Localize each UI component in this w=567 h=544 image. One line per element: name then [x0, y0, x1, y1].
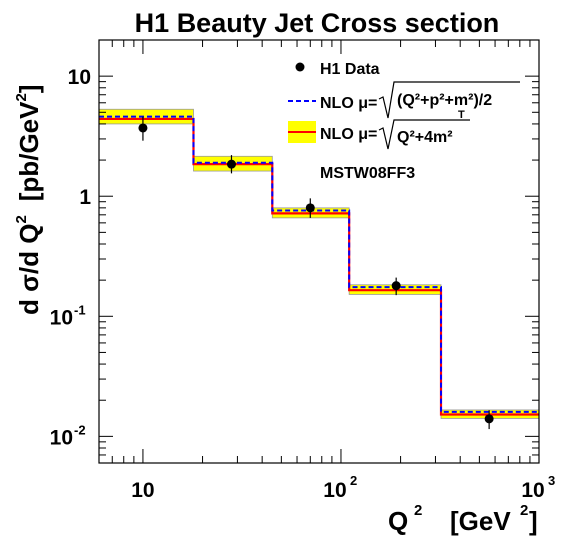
- legend-label-nlo-dashed-sub: T: [458, 109, 465, 121]
- data-point-3: [391, 281, 401, 291]
- band-bin-0: [99, 109, 194, 124]
- x-axis-label-unit: [GeV: [450, 506, 511, 536]
- plot-frame: [98, 39, 540, 464]
- legend-label-mstw: MSTW08FF3: [320, 165, 415, 182]
- legend-label-nlo-dashed-radicand: (Q²+p²+m²)/2: [397, 92, 492, 109]
- legend-label-nlo-dashed-prefix: NLO μ=: [320, 95, 377, 112]
- y-axis-label-main: d σ/d Q: [14, 224, 44, 315]
- y-axis-label-unit: [pb/GeV: [14, 101, 44, 201]
- x-axis-label-unit-sup: 2: [520, 502, 528, 519]
- y-tick-label-0: 10: [50, 426, 73, 449]
- x-tick-label-0: 10: [131, 479, 154, 502]
- legend-sqrt-sign-1: [378, 81, 520, 119]
- x-tick-label-1: 10: [323, 479, 346, 502]
- legend-marker-h1-data: [295, 62, 305, 72]
- legend-sqrt-sign-2: [378, 119, 470, 150]
- data-point-1: [226, 159, 236, 169]
- y-tick-label-exp-1: -1: [74, 302, 86, 317]
- legend-label-h1-data: H1 Data: [320, 61, 380, 78]
- series-nlo-red-step: [99, 117, 539, 416]
- x-axis-label-unit-close: ]: [529, 506, 538, 536]
- x-axis-label: Q 2 [GeV 2 ]: [388, 502, 538, 536]
- y-axis-label-unit-sup: 2: [13, 93, 30, 101]
- y-tick-label-3: 10: [68, 66, 91, 89]
- x-tick-label-exp-2: 3: [548, 473, 555, 488]
- legend-label-nlo-red-prefix: NLO μ=: [320, 126, 377, 143]
- series-nlo-blue-step: [99, 115, 539, 413]
- legend: H1 Data NLO μ= (Q²+p²+m²)/2 T NLO μ= Q²+…: [288, 61, 520, 182]
- x-axis-label-q-sup: 2: [414, 502, 422, 519]
- x-tick-label-2: 10: [521, 479, 544, 502]
- y-axis-label: d σ/d Q2[pb/GeV2]: [13, 85, 44, 315]
- y-tick-label-1: 10: [50, 306, 73, 329]
- y-axis-label-unit-close: ]: [14, 85, 44, 94]
- chart-title: H1 Beauty Jet Cross section: [135, 8, 500, 38]
- data-point-2: [305, 203, 315, 213]
- y-tick-label-2: 1: [79, 186, 91, 209]
- x-axis-label-q: Q: [388, 506, 408, 536]
- legend-label-nlo-red-radicand: Q²+4m²: [397, 129, 453, 146]
- x-tick-label-exp-1: 2: [350, 473, 357, 488]
- y-axis-label-sup: 2: [13, 215, 30, 223]
- data-point-0: [138, 123, 148, 133]
- y-tick-label-exp-0: -2: [74, 422, 86, 437]
- data-point-4: [484, 414, 494, 424]
- svg-text:d σ/d Q2[pb/GeV2]: d σ/d Q2[pb/GeV2]: [13, 85, 44, 315]
